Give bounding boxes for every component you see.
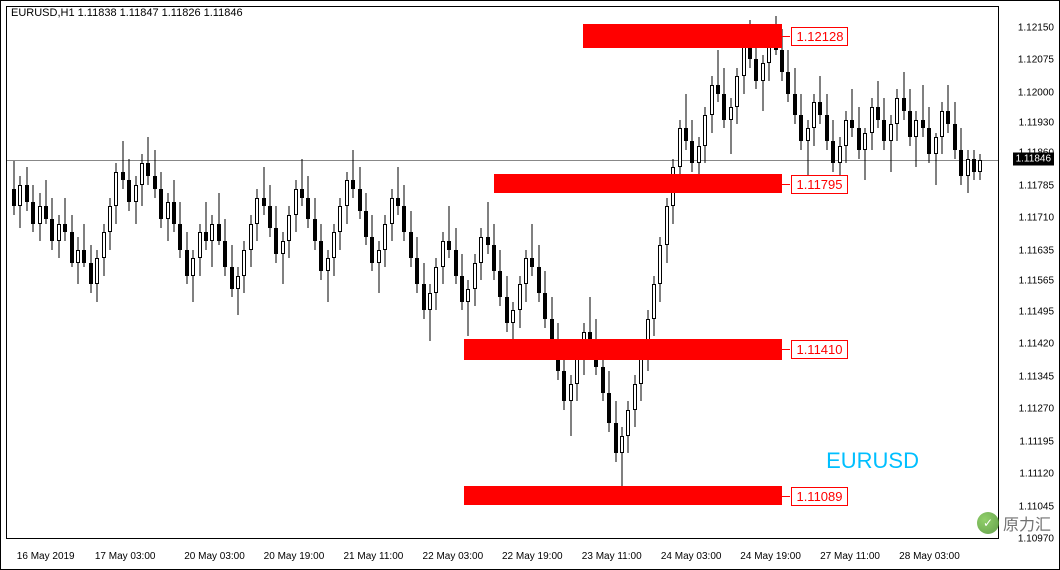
x-tick: 23 May 11:00: [582, 551, 642, 562]
x-axis: 16 May 2019 17 May 03:00 20 May 03:00 20 Ma…: [6, 544, 999, 564]
price-zone: [583, 24, 782, 48]
current-price-label: 1.11846: [1013, 153, 1054, 166]
zone-label: 1.11410: [791, 340, 847, 359]
x-tick: 16 May 2019: [17, 551, 75, 562]
y-tick: 1.11420: [1019, 339, 1054, 350]
y-tick: 1.11710: [1019, 213, 1054, 224]
y-tick: 1.11270: [1019, 404, 1054, 415]
watermark: ✓ 原力汇: [977, 511, 1051, 535]
price-zone: [494, 174, 782, 194]
y-tick: 1.11635: [1019, 245, 1054, 256]
wechat-icon: ✓: [977, 512, 999, 534]
y-tick: 1.12075: [1018, 55, 1054, 66]
y-tick: 1.12150: [1018, 22, 1054, 33]
zone-label: 1.11089: [791, 487, 847, 506]
chart-title: EURUSD,H1 1.11838 1.11847 1.11826 1.1184…: [11, 7, 243, 19]
x-tick: 17 May 03:00: [95, 551, 156, 562]
y-tick: 1.12000: [1018, 87, 1054, 98]
x-tick: 24 May 03:00: [661, 551, 722, 562]
x-tick: 28 May 03:00: [899, 551, 960, 562]
zone-label: 1.12128: [791, 27, 848, 46]
chart-container: EURUSD,H1 1.11838 1.11847 1.11826 1.1184…: [0, 0, 1060, 570]
zone-tick: [782, 184, 790, 185]
x-tick: 24 May 19:00: [740, 551, 801, 562]
x-tick: 22 May 19:00: [502, 551, 563, 562]
y-tick: 1.11195: [1019, 436, 1054, 447]
x-tick: 20 May 19:00: [264, 551, 325, 562]
watermark-text: 原力汇: [1003, 511, 1051, 535]
zone-label: 1.11795: [791, 175, 847, 194]
zone-tick: [782, 496, 790, 497]
current-price-line: [7, 160, 998, 161]
y-tick: 1.10970: [1018, 534, 1054, 545]
zone-tick: [782, 36, 790, 37]
x-tick: 27 May 11:00: [820, 551, 880, 562]
y-axis: 1.121501.120751.120001.119301.118601.117…: [1004, 6, 1059, 539]
price-zone: [464, 339, 782, 361]
symbol-label: EURUSD: [826, 448, 919, 474]
y-tick: 1.11930: [1019, 118, 1054, 129]
x-tick: 20 May 03:00: [184, 551, 245, 562]
y-tick: 1.11120: [1019, 469, 1054, 480]
zone-tick: [782, 349, 790, 350]
x-tick: 22 May 03:00: [423, 551, 484, 562]
y-tick: 1.11785: [1019, 180, 1054, 191]
y-tick: 1.11565: [1019, 276, 1054, 287]
price-zone: [464, 486, 782, 506]
y-tick: 1.11345: [1019, 371, 1054, 382]
x-tick: 21 May 11:00: [343, 551, 403, 562]
y-tick: 1.11495: [1019, 306, 1054, 317]
